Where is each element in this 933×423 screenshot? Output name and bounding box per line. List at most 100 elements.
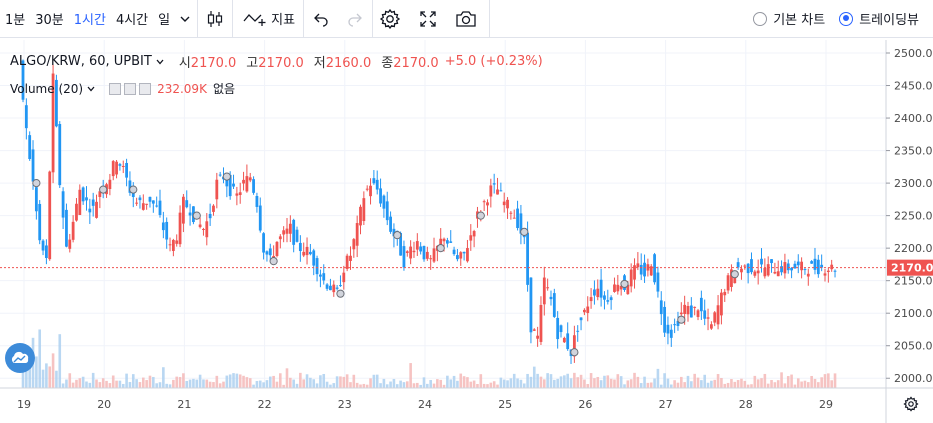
- volume-bar: [586, 384, 590, 388]
- candle-body: [589, 297, 593, 302]
- candle-body: [552, 293, 556, 317]
- candle-body: [796, 261, 800, 266]
- volume-bar: [51, 353, 55, 388]
- volume-bar: [770, 379, 773, 388]
- candle-body: [175, 240, 179, 244]
- volume-bar: [212, 382, 215, 388]
- volume-bar: [452, 375, 456, 388]
- candle-body: [666, 324, 670, 334]
- candle-body: [689, 305, 693, 318]
- candle-body: [773, 271, 777, 274]
- current-price-badge: [887, 259, 933, 276]
- candle-body: [255, 196, 259, 207]
- candle-body: [826, 270, 830, 273]
- candle-body: [329, 285, 332, 291]
- candle-body: [248, 177, 252, 181]
- basic-chart-radio[interactable]: 기본 차트: [753, 9, 825, 28]
- candle-body: [389, 216, 392, 232]
- tradingview-cloud-logo[interactable]: [5, 343, 35, 373]
- candle-body: [171, 239, 175, 251]
- volume-dropdown-icon[interactable]: [86, 84, 96, 94]
- candle-body: [492, 183, 496, 185]
- close-icon[interactable]: [139, 82, 152, 95]
- volume-bar: [342, 376, 346, 388]
- redo-icon[interactable]: [338, 0, 372, 38]
- volume-bar: [172, 379, 175, 388]
- settings-gear-icon[interactable]: [373, 0, 407, 38]
- candle-body: [703, 310, 707, 319]
- volume-bar: [399, 380, 402, 388]
- settings-icon[interactable]: [124, 82, 137, 95]
- volume-bar: [763, 373, 767, 388]
- undo-icon[interactable]: [304, 0, 338, 38]
- symbol-legend: ALGO/KRW, 60, UPBIT 시2170.0 고2170.0 저216…: [10, 52, 543, 71]
- price-tick-label: 2200.0: [894, 242, 933, 255]
- candle-body: [549, 296, 553, 300]
- volume-bar: [325, 381, 329, 388]
- candle-body: [415, 241, 419, 250]
- volume-bar: [656, 368, 660, 388]
- timeframe-1m[interactable]: 1분: [5, 13, 26, 28]
- timeframe-4h[interactable]: 4시간: [115, 13, 149, 28]
- volume-bar: [165, 383, 168, 388]
- fullscreen-icon[interactable]: [411, 0, 445, 38]
- candle-body: [208, 213, 212, 219]
- candle-body: [202, 228, 205, 230]
- candle-body: [643, 262, 646, 277]
- candle-body: [432, 248, 436, 262]
- volume-bar: [158, 382, 162, 388]
- volume-bar: [28, 352, 31, 388]
- camera-snapshot-icon[interactable]: [449, 0, 483, 38]
- volume-bar: [105, 380, 108, 388]
- candle-body: [706, 317, 710, 319]
- volume-bar: [506, 380, 509, 388]
- volume-bar: [599, 380, 603, 388]
- candle-body: [158, 200, 162, 215]
- candle-body: [369, 185, 372, 197]
- candle-body: [429, 258, 433, 260]
- volume-bar: [706, 382, 710, 388]
- candle-body: [720, 292, 723, 316]
- low-label: 저: [313, 56, 326, 71]
- volume-label: Volume (20): [10, 81, 84, 96]
- symbol-dropdown-icon[interactable]: [155, 57, 165, 67]
- tradingview-radio[interactable]: 트레이딩뷰: [839, 9, 919, 28]
- volume-bar: [750, 384, 753, 388]
- candle-body: [345, 255, 349, 269]
- candle-style-icon[interactable]: [198, 0, 232, 38]
- candle-body: [178, 212, 182, 245]
- candle-body: [572, 335, 576, 357]
- timeframe-day[interactable]: 일: [158, 13, 171, 28]
- candle-body: [402, 246, 406, 268]
- volume-bar: [429, 380, 432, 388]
- candle-body: [442, 238, 446, 242]
- volume-bar: [589, 373, 593, 388]
- eye-toggle-icon[interactable]: [109, 82, 122, 95]
- axis-settings-gear-icon[interactable]: [900, 393, 922, 415]
- candle-body: [653, 254, 656, 283]
- volume-bar: [482, 383, 486, 388]
- volume-bar: [646, 382, 650, 388]
- candle-body: [519, 213, 523, 234]
- candle-body: [31, 149, 35, 182]
- candle-body: [308, 251, 312, 255]
- indicators-button[interactable]: 지표: [233, 0, 303, 38]
- candle-body: [562, 337, 566, 343]
- volume-bar: [806, 382, 810, 388]
- candle-body: [636, 263, 640, 268]
- candle-body: [61, 191, 65, 218]
- candle-body: [803, 269, 807, 271]
- volume-bar: [71, 382, 75, 388]
- volume-bar: [793, 384, 797, 388]
- volume-bar: [676, 382, 680, 388]
- timeframe-1h[interactable]: 1시간: [73, 13, 106, 28]
- candle-body: [596, 288, 600, 298]
- candle-body: [161, 222, 165, 231]
- timeframe-30m[interactable]: 30분: [35, 13, 64, 28]
- volume-bar: [258, 380, 262, 388]
- candle-body: [539, 304, 543, 342]
- volume-bar: [529, 376, 533, 388]
- open-label: 시: [178, 56, 191, 71]
- timeframe-dropdown-icon[interactable]: [175, 0, 197, 38]
